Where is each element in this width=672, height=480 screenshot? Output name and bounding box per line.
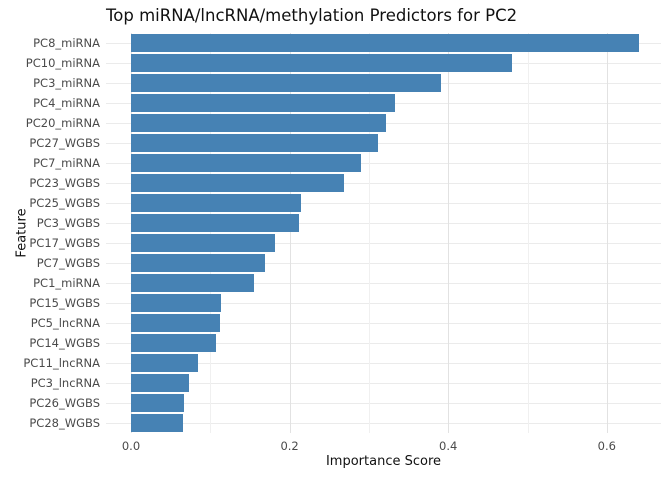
y-tick-label: PC15_WGBS	[29, 296, 100, 310]
gridline-horizontal	[106, 162, 661, 164]
x-tick-label: 0.0	[121, 439, 141, 453]
bar-PC25_WGBS	[131, 194, 302, 212]
bar-PC1_miRNA	[131, 274, 254, 292]
gridline-vertical-minor	[527, 33, 529, 433]
bar-PC5_lncRNA	[131, 314, 220, 332]
bar-PC7_miRNA	[131, 154, 361, 172]
y-tick-label: PC3_lncRNA	[30, 376, 100, 390]
bar-PC3_lncRNA	[131, 374, 189, 392]
bar-PC3_miRNA	[131, 74, 442, 92]
bar-PC4_miRNA	[131, 94, 396, 112]
chart-title: Top miRNA/lncRNA/methylation Predictors …	[106, 6, 518, 25]
y-tick-label: PC27_WGBS	[29, 136, 100, 150]
y-tick-label: PC8_miRNA	[33, 36, 100, 50]
y-tick-label: PC5_lncRNA	[30, 316, 100, 330]
y-tick-label: PC7_WGBS	[36, 256, 100, 270]
bar-PC7_WGBS	[131, 254, 266, 272]
gridline-vertical-major	[606, 33, 608, 433]
bar-PC3_WGBS	[131, 214, 300, 232]
bar-PC20_miRNA	[131, 114, 386, 132]
y-tick-label: PC1_miRNA	[33, 276, 100, 290]
y-tick-label: PC3_miRNA	[33, 76, 100, 90]
gridline-horizontal	[106, 342, 661, 344]
gridline-vertical-minor	[368, 33, 370, 433]
bar-PC23_WGBS	[131, 174, 344, 192]
gridline-vertical-minor	[210, 33, 212, 433]
y-tick-label: PC25_WGBS	[29, 196, 100, 210]
bar-PC26_WGBS	[131, 394, 185, 412]
x-tick-label: 0.4	[439, 439, 458, 453]
gridline-horizontal	[106, 262, 661, 264]
y-tick-label: PC7_miRNA	[33, 156, 100, 170]
bar-PC14_WGBS	[131, 334, 216, 352]
gridline-horizontal	[106, 422, 661, 424]
y-tick-label: PC28_WGBS	[29, 416, 100, 430]
plot-panel	[106, 33, 661, 433]
gridline-horizontal	[106, 182, 661, 184]
gridline-horizontal	[106, 242, 661, 244]
gridline-horizontal	[106, 402, 661, 404]
bar-PC28_WGBS	[131, 414, 183, 432]
gridline-horizontal	[106, 142, 661, 144]
y-tick-label: PC17_WGBS	[29, 236, 100, 250]
gridline-horizontal	[106, 362, 661, 364]
y-tick-label: PC14_WGBS	[29, 336, 100, 350]
bar-PC10_miRNA	[131, 54, 513, 72]
bar-PC27_WGBS	[131, 134, 379, 152]
x-tick-label: 0.2	[280, 439, 299, 453]
gridline-vertical-major	[289, 33, 291, 433]
y-tick-label: PC4_miRNA	[33, 96, 100, 110]
bar-PC8_miRNA	[131, 34, 639, 52]
gridline-horizontal	[106, 302, 661, 304]
gridline-horizontal	[106, 282, 661, 284]
y-tick-label: PC23_WGBS	[29, 176, 100, 190]
bar-PC11_lncRNA	[131, 354, 199, 372]
y-tick-label: PC3_WGBS	[36, 216, 100, 230]
gridline-vertical-major	[448, 33, 450, 433]
gridline-vertical-major	[131, 33, 132, 433]
gridline-horizontal	[106, 382, 661, 384]
x-axis-title: Importance Score	[325, 454, 442, 469]
gridline-horizontal	[106, 322, 661, 324]
y-tick-label: PC26_WGBS	[29, 396, 100, 410]
gridline-horizontal	[106, 202, 661, 204]
bar-PC17_WGBS	[131, 234, 275, 252]
gridline-horizontal	[106, 222, 661, 224]
y-tick-label: PC20_miRNA	[25, 116, 100, 130]
x-tick-label: 0.6	[597, 439, 616, 453]
bar-PC15_WGBS	[131, 294, 221, 312]
y-tick-label: PC11_lncRNA	[23, 356, 100, 370]
y-tick-label: PC10_miRNA	[25, 56, 100, 70]
